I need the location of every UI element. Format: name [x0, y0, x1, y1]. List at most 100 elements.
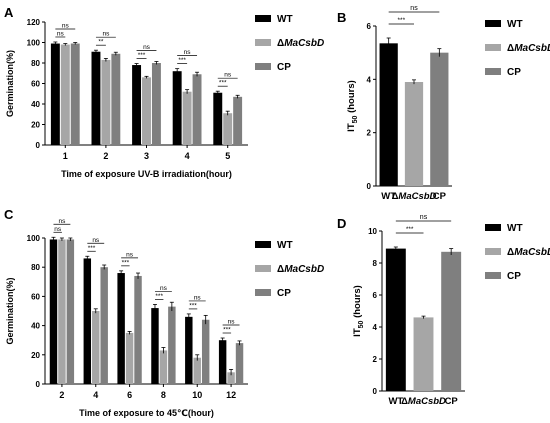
- panel-a-bar-CP-2: [151, 63, 161, 145]
- panel-a-bar-dMaCsbD-3: [182, 91, 192, 145]
- panel-c-ytick-label-5: 100: [27, 234, 41, 243]
- panel-a-bar-CP-3: [192, 74, 202, 145]
- panel-c-bar-CP-1: [100, 267, 108, 384]
- panel-c-sig-label-2: ***: [122, 259, 130, 266]
- panel-c-xtick-label-2: 6: [127, 390, 132, 400]
- panel-c-bar-WT-3: [151, 308, 159, 384]
- panel-d-sig-label-0: ***: [406, 226, 414, 233]
- panel-a-ytick-label-5: 100: [27, 39, 41, 48]
- panel-c-sig-label-5: ***: [223, 327, 231, 334]
- panel-c-bar-CP-5: [235, 343, 244, 384]
- panel-b-ytick-label-1: 2: [367, 129, 372, 138]
- panel-c-xtick-label-0: 2: [59, 390, 64, 400]
- panel-c-bar-CP-3: [168, 306, 176, 384]
- legend-swatch-0: [255, 15, 271, 22]
- panel-c-sig-cp-label-4: ns: [194, 294, 202, 301]
- panel-c-bar-CP-4: [201, 319, 210, 384]
- legend-label-2: CP: [277, 288, 291, 299]
- panel-d-xtick-label-2: CP: [445, 396, 459, 407]
- panel-d-panel-letter: D: [337, 216, 346, 231]
- legend-label-2: CP: [507, 67, 521, 78]
- legend-label-1: ΔMaCsbD: [507, 247, 550, 258]
- panel-c-xtick-label-4: 10: [192, 390, 202, 400]
- panel-a-ytick-label-1: 20: [31, 121, 40, 130]
- panel-c-sig-cp-label-0: ns: [58, 218, 66, 225]
- panel-d-xtick-label-1: ΔMaCsbD: [401, 396, 446, 407]
- panel-c-bar-WT-4: [185, 316, 193, 384]
- panel-a-bar-CP-1: [111, 53, 121, 145]
- panel-c-bar-WT-2: [117, 273, 125, 384]
- panel-a-bar-CP-4: [233, 96, 243, 145]
- panel-c-bar-dMaCsbD-3: [159, 350, 168, 384]
- panel-d-bar-0: [385, 248, 406, 391]
- panel-a-sig-label-4: ***: [219, 80, 227, 87]
- panel-c-xtick-label-5: 12: [226, 390, 236, 400]
- panel-b-ytick-label-0: 0: [367, 182, 372, 191]
- panel-a-bar-WT-0: [50, 43, 60, 145]
- panel-c-sig-label-0: ns: [54, 226, 62, 233]
- legend-swatch-2: [255, 289, 271, 296]
- panel-a-panel-letter: A: [4, 5, 14, 20]
- panel-c-sig-cp-label-3: ns: [160, 285, 168, 292]
- panel-d-bar-1: [413, 317, 434, 391]
- panel-a-bar-WT-2: [132, 65, 142, 145]
- panel-a-bar-dMaCsbD-0: [60, 44, 70, 145]
- panel-a-sig-cp-label-1: ns: [102, 31, 110, 38]
- panel-b-xtick-label-1: ΔMaCsbD: [392, 191, 437, 202]
- panel-d-xtick-label-0: WT: [388, 396, 403, 407]
- panel-c-ylabel: Germination(%): [5, 277, 15, 344]
- panel-b-sig-label-0: ***: [398, 17, 406, 24]
- panel-b-panel-letter: B: [337, 10, 346, 25]
- panel-d-bar-2: [441, 251, 462, 391]
- panel-a-bar-WT-4: [213, 92, 223, 145]
- panel-c-bar-WT-5: [218, 340, 227, 384]
- panel-a-sig-label-3: ***: [178, 57, 186, 64]
- panel-c-xlabel: Time of exposure to 45℃(hour): [79, 408, 214, 418]
- legend-label-1: ΔMaCsbD: [277, 38, 324, 49]
- panel-d-ytick-label-4: 8: [373, 259, 378, 268]
- panel-c-panel-letter: C: [4, 207, 14, 222]
- panel-a-sig-cp-label-2: ns: [143, 44, 151, 51]
- panel-b-bar-2: [430, 52, 449, 186]
- panel-a-sig-cp-label-3: ns: [184, 49, 192, 56]
- panel-d-ytick-label-3: 6: [373, 291, 378, 300]
- panel-a-bar-WT-3: [172, 71, 182, 145]
- panel-b-bar-0: [379, 43, 398, 187]
- panel-a-sig-cp-label-4: ns: [224, 72, 232, 79]
- panel-a-ytick-label-3: 60: [31, 80, 40, 89]
- panel-a-xtick-label-4: 5: [225, 151, 230, 161]
- panel-c-xtick-label-3: 8: [161, 390, 166, 400]
- legend-swatch-1: [255, 39, 271, 46]
- panel-a-bar-dMaCsbD-1: [101, 59, 111, 145]
- legend-label-1: ΔMaCsbD: [507, 43, 550, 54]
- legend-swatch-1: [485, 248, 501, 255]
- panel-c-bar-CP-0: [66, 239, 75, 384]
- panel-d-ytick-label-1: 2: [373, 355, 378, 364]
- panel-c-ytick-label-3: 60: [31, 292, 40, 301]
- panel-a-sig-label-1: **: [98, 39, 104, 46]
- panel-a-ytick-label-4: 80: [31, 59, 40, 68]
- legend-swatch-0: [485, 224, 501, 231]
- panel-b-xtick-label-0: WT: [381, 191, 396, 202]
- panel-c-bar-dMaCsbD-5: [227, 372, 235, 384]
- panel-c-sig-label-4: ***: [189, 302, 197, 309]
- panel-d-ytick-label-2: 4: [373, 323, 378, 332]
- panel-c-ytick-label-1: 20: [31, 351, 40, 360]
- panel-a-sig-label-2: ***: [138, 52, 146, 59]
- panel-a-xtick-label-3: 4: [185, 151, 190, 161]
- panel-c-ytick-label-0: 0: [36, 380, 41, 389]
- panel-a-ytick-label-0: 0: [36, 141, 41, 150]
- legend-swatch-0: [485, 20, 501, 27]
- panel-b-ytick-label-3: 6: [367, 22, 372, 31]
- legend-label-0: WT: [507, 19, 523, 30]
- legend-swatch-1: [255, 265, 271, 272]
- legend-label-0: WT: [507, 223, 523, 234]
- panel-c-xtick-label-1: 4: [93, 390, 98, 400]
- panel-b-xtick-label-2: CP: [433, 191, 447, 202]
- panel-a-bar-CP-0: [70, 43, 80, 145]
- panel-c-sig-label-3: ***: [155, 293, 163, 300]
- legend-swatch-2: [255, 63, 271, 70]
- panel-a-sig-label-0: ns: [57, 30, 65, 37]
- legend-swatch-1: [485, 44, 501, 51]
- panel-a-xtick-label-1: 2: [103, 151, 108, 161]
